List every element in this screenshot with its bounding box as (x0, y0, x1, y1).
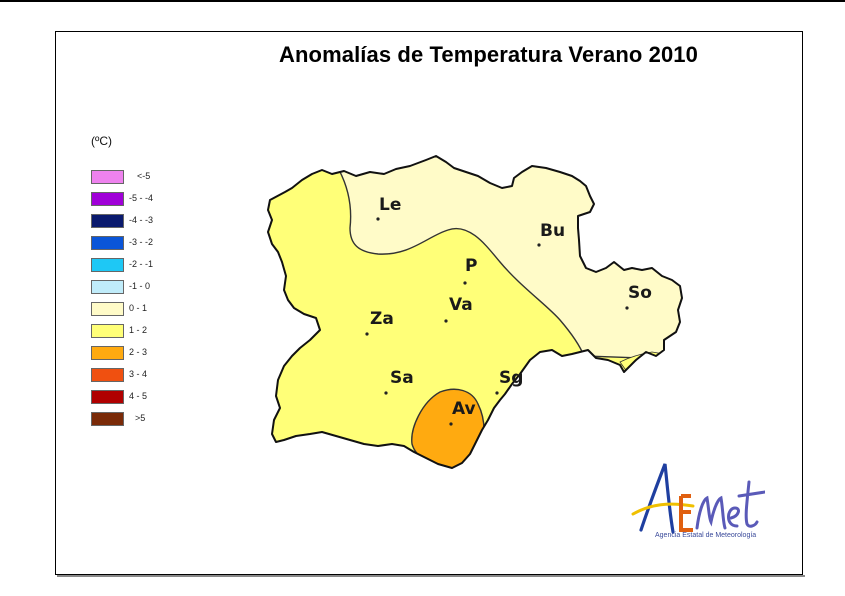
legend-item: -4 - -3 (91, 214, 211, 230)
city-markers (365, 217, 629, 426)
city-dot-av (449, 422, 453, 426)
city-dot-sg (495, 391, 499, 395)
city-label-so: So (628, 283, 652, 303)
legend-item: 0 - 1 (91, 302, 211, 318)
legend-swatch (91, 258, 124, 272)
legend-item: 3 - 4 (91, 368, 211, 384)
legend-label: >5 (135, 413, 146, 423)
legend-item: -1 - 0 (91, 280, 211, 296)
legend-swatch (91, 368, 124, 382)
city-label-le: Le (379, 195, 401, 215)
legend-label: -1 - 0 (129, 281, 151, 291)
legend-label: 4 - 5 (129, 391, 148, 401)
region-border (267, 155, 683, 469)
legend-item: -5 - -4 (91, 192, 211, 208)
city-label-av: Av (452, 399, 476, 419)
legend-item: 1 - 2 (91, 324, 211, 340)
logo-m (695, 495, 727, 530)
city-dot-sa (384, 391, 388, 395)
city-label-va: Va (449, 295, 473, 315)
legend-swatch (91, 412, 124, 426)
city-dot-za (365, 332, 369, 336)
legend-label: <-5 (137, 171, 151, 181)
city-dot-bu (537, 243, 541, 247)
city-label-sg: Sg (499, 368, 523, 388)
logo-e2 (727, 506, 740, 528)
legend-label: -2 - -1 (129, 259, 154, 269)
legend-swatch (91, 170, 124, 184)
city-dot-va (444, 319, 448, 323)
map-title-text: Anomalías de Temperatura Verano 2010 (279, 42, 698, 67)
legend-swatch (91, 192, 124, 206)
city-label-bu: Bu (540, 221, 565, 241)
legend-item: -2 - -1 (91, 258, 211, 274)
legend-swatch (91, 236, 124, 250)
legend-swatch (91, 214, 124, 228)
city-dot-so (625, 306, 629, 310)
legend-label: -4 - -3 (129, 215, 154, 225)
map-title: Anomalías de Temperatura Verano 2010 (0, 42, 845, 68)
city-label-za: Za (370, 309, 394, 329)
legend-label: 3 - 4 (129, 369, 148, 379)
legend-swatch (91, 324, 124, 338)
legend-label: -3 - -2 (129, 237, 154, 247)
logo-e (679, 494, 693, 532)
legend-swatch (91, 390, 124, 404)
legend-item: -3 - -2 (91, 236, 211, 252)
legend-label: 1 - 2 (129, 325, 148, 335)
legend-item: 2 - 3 (91, 346, 211, 362)
legend-swatch (91, 280, 124, 294)
legend-item: <-5 (91, 170, 211, 186)
logo-a-stroke (639, 463, 675, 534)
logo-t (737, 480, 765, 528)
aemet-logo (631, 463, 765, 534)
legend-label: 0 - 1 (129, 303, 148, 313)
frame-shadow (57, 575, 805, 577)
top-rule (0, 0, 845, 2)
legend-swatch (91, 302, 124, 316)
legend-label: -5 - -4 (129, 193, 154, 203)
legend-label: 2 - 3 (129, 347, 148, 357)
city-dot-p (463, 281, 467, 285)
city-label-sa: Sa (390, 368, 414, 388)
city-label-p: P (465, 256, 477, 276)
logo-subtitle: Agencia Estatal de Meteorología (655, 532, 757, 539)
legend-swatch (91, 346, 124, 360)
temperature-anomaly-map: Le Bu P Va So Za Sa Sg Av (267, 155, 683, 469)
legend-item: >5 (91, 412, 211, 428)
logo-yellow-swoosh (631, 502, 695, 516)
legend-unit: (ºC) (91, 134, 113, 148)
city-dot-le (376, 217, 380, 221)
legend-item: 4 - 5 (91, 390, 211, 406)
